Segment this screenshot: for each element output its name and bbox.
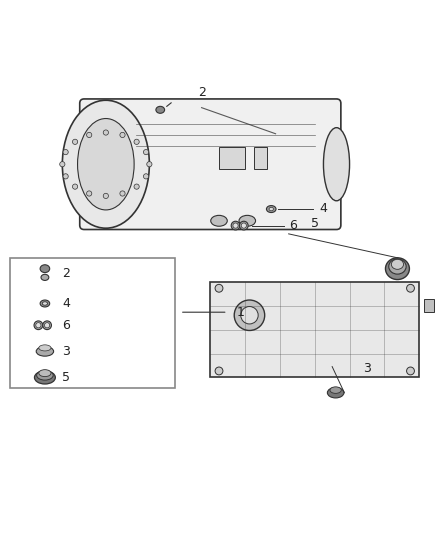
Bar <box>10 258 176 389</box>
Ellipse shape <box>241 223 247 228</box>
FancyBboxPatch shape <box>80 99 341 230</box>
Text: 5: 5 <box>311 216 319 230</box>
Ellipse shape <box>215 367 223 375</box>
Ellipse shape <box>215 284 223 292</box>
Ellipse shape <box>234 300 265 330</box>
Ellipse shape <box>63 149 68 155</box>
Bar <box>424 299 434 312</box>
Ellipse shape <box>147 161 152 167</box>
Ellipse shape <box>103 193 109 198</box>
Ellipse shape <box>239 215 255 226</box>
Text: 5: 5 <box>62 371 71 384</box>
Ellipse shape <box>62 100 149 228</box>
Ellipse shape <box>34 321 43 329</box>
Text: 6: 6 <box>289 219 297 232</box>
Ellipse shape <box>143 174 148 179</box>
Ellipse shape <box>78 118 134 210</box>
Ellipse shape <box>406 284 414 292</box>
Ellipse shape <box>35 371 55 384</box>
Ellipse shape <box>40 265 49 272</box>
Ellipse shape <box>45 322 49 328</box>
Ellipse shape <box>87 191 92 196</box>
Ellipse shape <box>43 321 51 329</box>
Ellipse shape <box>36 346 53 356</box>
Ellipse shape <box>42 302 47 305</box>
Ellipse shape <box>231 221 240 230</box>
Text: 4: 4 <box>319 202 327 215</box>
Ellipse shape <box>269 207 273 211</box>
Ellipse shape <box>103 130 109 135</box>
Ellipse shape <box>39 345 51 351</box>
Ellipse shape <box>40 300 49 307</box>
Ellipse shape <box>233 223 238 228</box>
Bar <box>210 282 419 377</box>
Ellipse shape <box>134 139 139 144</box>
Bar <box>254 147 267 168</box>
Text: 6: 6 <box>62 319 70 332</box>
Ellipse shape <box>385 258 410 279</box>
Ellipse shape <box>391 260 403 269</box>
Ellipse shape <box>60 161 65 167</box>
Ellipse shape <box>389 259 406 274</box>
Text: 3: 3 <box>363 362 371 375</box>
Ellipse shape <box>211 215 227 226</box>
Ellipse shape <box>41 274 49 280</box>
Ellipse shape <box>156 107 165 114</box>
Ellipse shape <box>120 132 125 138</box>
Ellipse shape <box>330 387 341 393</box>
Text: 3: 3 <box>62 345 70 358</box>
Ellipse shape <box>63 174 68 179</box>
Ellipse shape <box>327 387 344 398</box>
Ellipse shape <box>323 128 350 201</box>
Ellipse shape <box>266 206 276 213</box>
Ellipse shape <box>406 367 414 375</box>
Ellipse shape <box>72 184 78 189</box>
Ellipse shape <box>240 221 248 230</box>
Ellipse shape <box>36 322 41 328</box>
Bar <box>219 147 245 168</box>
Ellipse shape <box>72 139 78 144</box>
Text: 2: 2 <box>62 266 70 279</box>
Ellipse shape <box>39 370 51 377</box>
Ellipse shape <box>120 191 125 196</box>
Text: 1: 1 <box>237 306 244 319</box>
Ellipse shape <box>143 149 148 155</box>
Ellipse shape <box>37 370 53 380</box>
Ellipse shape <box>134 184 139 189</box>
Ellipse shape <box>241 306 258 324</box>
Text: 4: 4 <box>62 297 70 310</box>
Ellipse shape <box>87 132 92 138</box>
Text: 2: 2 <box>198 86 205 99</box>
